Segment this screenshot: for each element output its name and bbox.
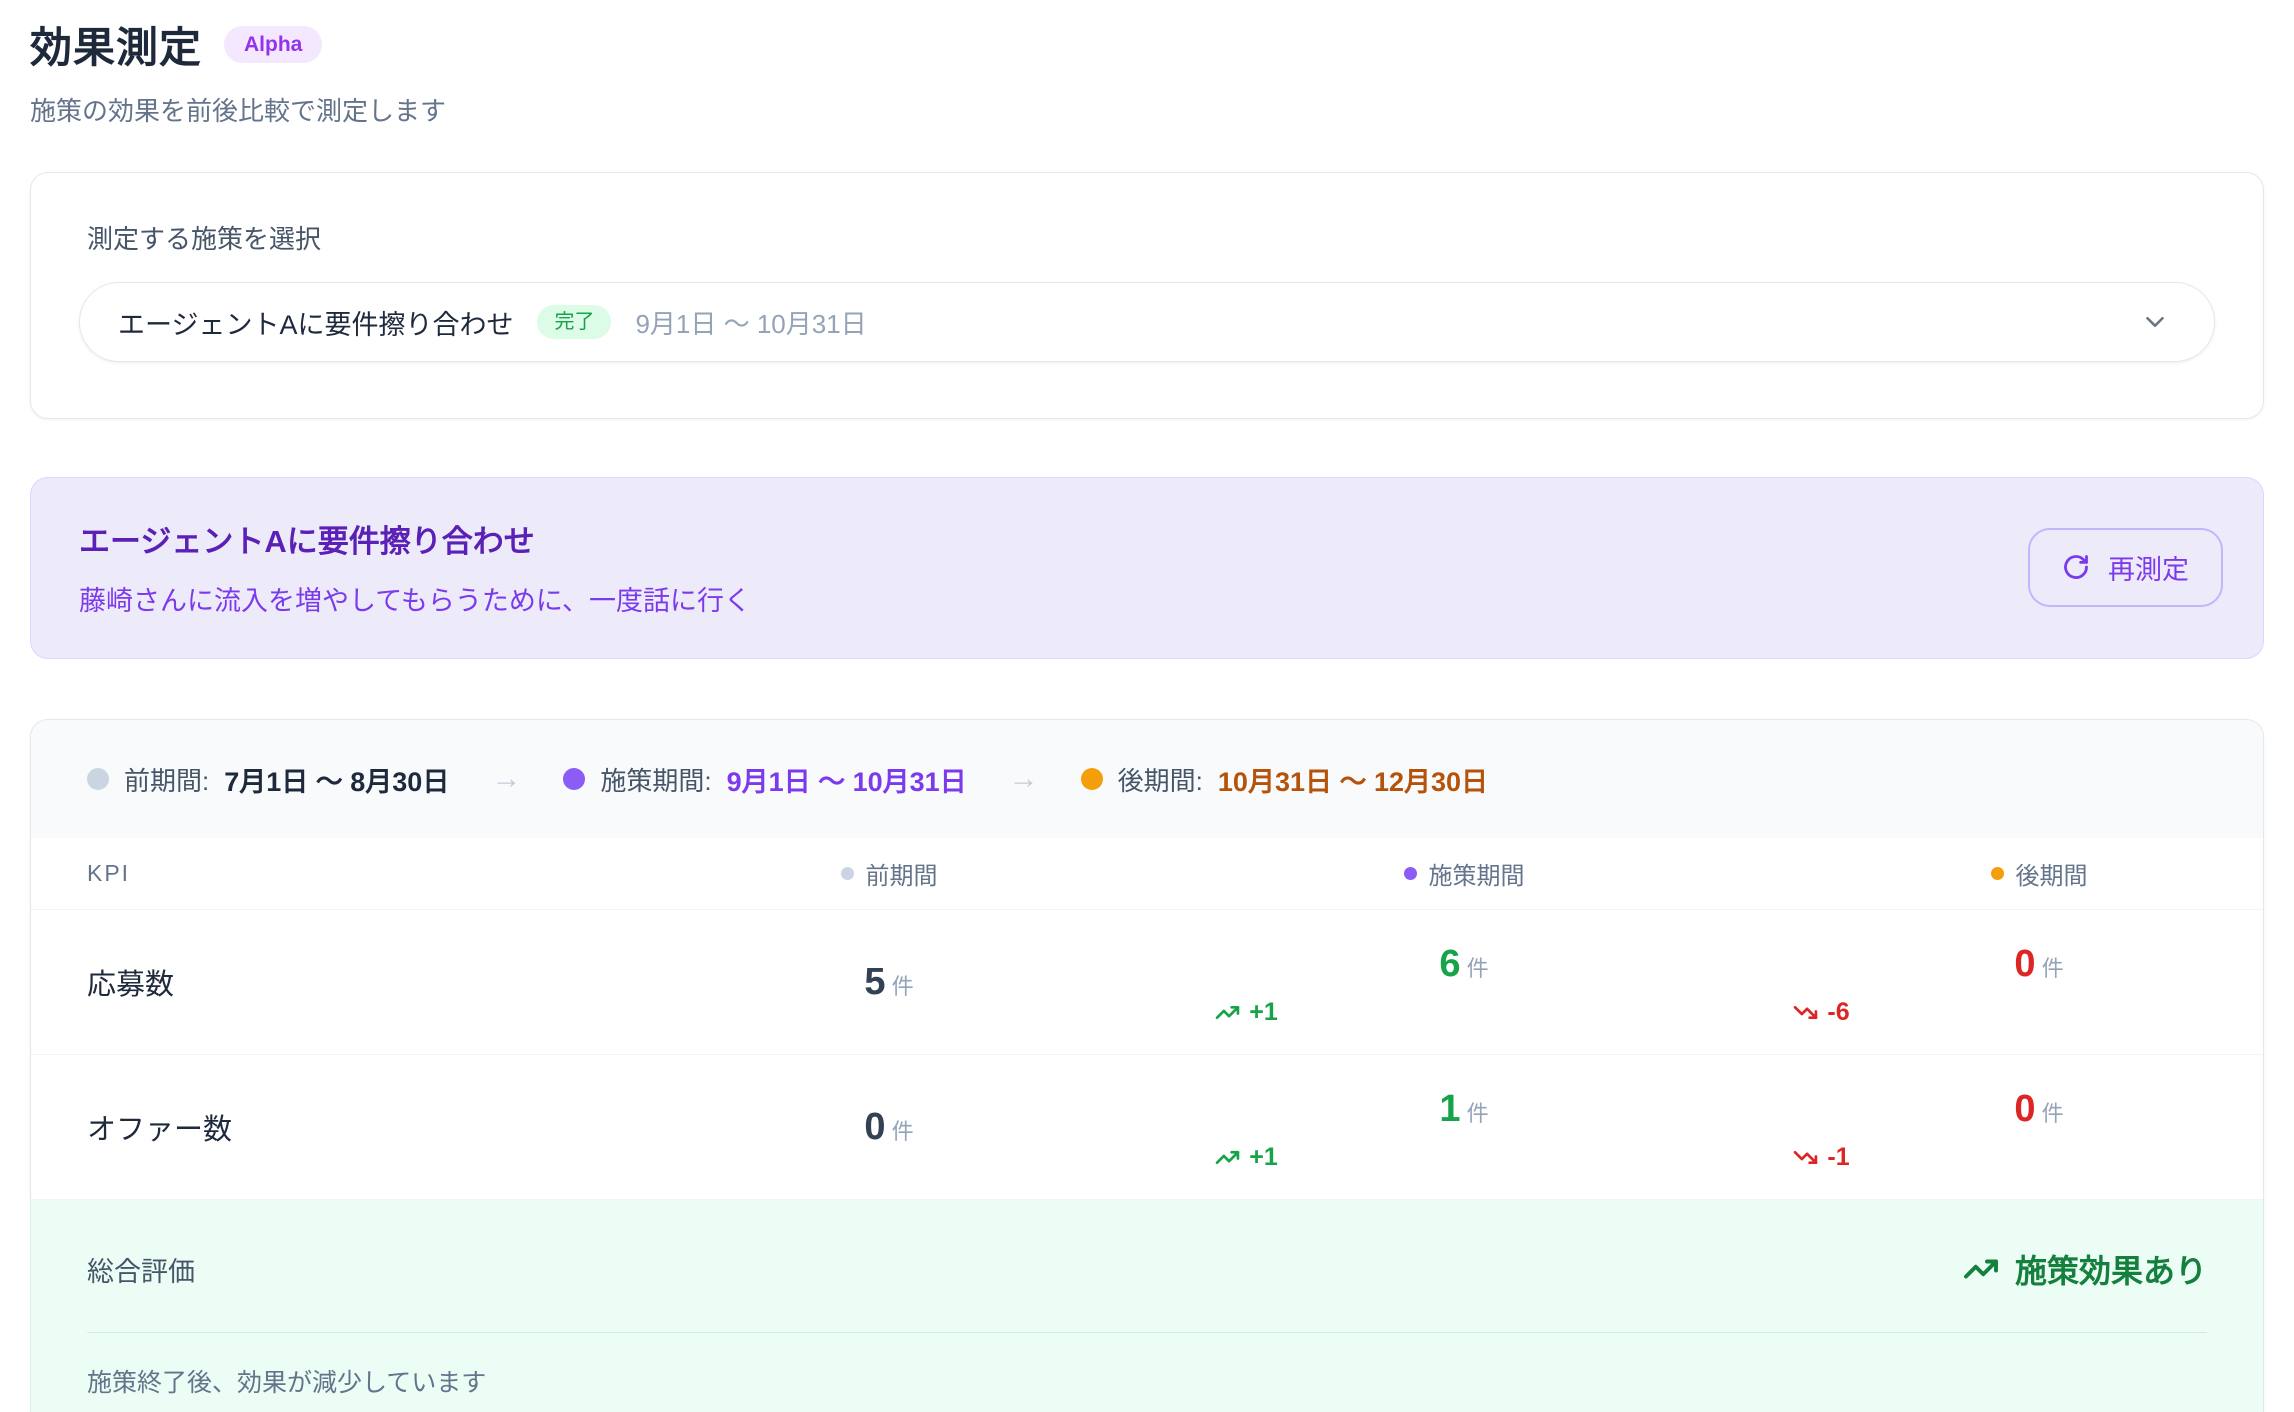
page-subtitle: 施策の効果を前後比較で測定します [30,96,447,126]
page-title: 効果測定 [30,24,203,71]
during-period-dot-icon [1403,867,1417,880]
post-column-header: 後期間 [1939,856,2139,891]
pre-value: 0 件 [864,1105,914,1148]
pre-period-dot-icon [840,867,854,880]
delta-pre-to-during: +1 [1059,998,1434,1027]
summary-divider [87,1332,2207,1333]
kpi-column-header: KPI [87,860,131,886]
selected-policy-card: エージェントAに要件擦り合わせ 藤崎さんに流入を増やしてもらうために、一度話に行… [30,477,2264,659]
summary-note: 施策終了後、効果が減少しています [87,1369,487,1397]
policy-select[interactable]: エージェントAに要件擦り合わせ 完了 9月1日 〜 10月31日 [79,282,2215,362]
post-period-dot-icon [1990,867,2004,880]
table-row: オファー数 0 件 +1 1 件 -1 0 件 [31,1055,2263,1200]
pre-period-range: 7月1日 〜 8月30日 [224,766,450,797]
post-period-label: 後期間: [1117,765,1203,796]
period-bar: 前期間: 7月1日 〜 8月30日 → 施策期間: 9月1日 〜 10月31日 … [31,720,2263,838]
selected-policy-name: エージェントAに要件擦り合わせ [118,309,514,340]
during-period-dot-icon [563,768,586,790]
delta-during-to-post: -1 [1634,1143,2009,1172]
period-post: 後期間: 10月31日 〜 12月30日 [1080,760,1489,799]
pre-period-label: 前期間: [124,765,210,796]
pre-column-header: 前期間 [789,856,989,891]
during-column-header: 施策期間 [1364,856,1564,891]
pre-value: 5 件 [864,960,914,1003]
trending-up-icon [1215,1005,1240,1019]
post-value: 0 件 [2014,942,2064,985]
refresh-icon [2064,555,2088,579]
kpi-name: オファー数 [87,1114,233,1146]
trending-down-icon [1794,1005,1818,1019]
policy-title: エージェントAに要件擦り合わせ [79,524,535,559]
chevron-down-icon [2146,317,2164,327]
period-pre: 前期間: 7月1日 〜 8月30日 [87,760,449,799]
post-period-dot-icon [1080,768,1103,790]
alpha-badge: Alpha [224,26,323,63]
policy-description: 藤崎さんに流入を増やしてもらうために、一度話に行く [79,586,752,616]
period-during: 施策期間: 9月1日 〜 10月31日 [563,760,967,799]
during-value: 1 件 [1439,1087,1489,1130]
table-row: 応募数 5 件 +1 6 件 -6 0 件 [31,910,2263,1055]
policy-info: エージェントAに要件擦り合わせ 藤崎さんに流入を増やしてもらうために、一度話に行… [79,516,751,618]
page-header: 効果測定 Alpha 施策の効果を前後比較で測定します [30,14,2264,128]
measurement-result-card: 前期間: 7月1日 〜 8月30日 → 施策期間: 9月1日 〜 10月31日 … [30,719,2264,1412]
kpi-table-header: KPI 前期間 施策期間 後期間 [31,838,2263,910]
overall-evaluation-section: 総合評価 施策効果あり 施策終了後、効果が減少しています [31,1200,2263,1412]
during-value: 6 件 [1439,942,1489,985]
status-badge: 完了 [537,305,612,339]
post-value: 0 件 [2014,1087,2064,1130]
post-period-range: 10月31日 〜 12月30日 [1217,766,1489,797]
remeasure-button[interactable]: 再測定 [2028,527,2223,607]
arrow-right-icon: → [1008,762,1039,795]
delta-during-to-post: -6 [1634,998,2009,1027]
summary-label: 総合評価 [87,1256,195,1287]
arrow-right-icon: → [491,762,522,795]
delta-pre-to-during: +1 [1059,1143,1434,1172]
measure-target-card: 測定する施策を選択 エージェントAに要件擦り合わせ 完了 9月1日 〜 10月3… [30,172,2264,419]
trending-down-icon [1794,1150,1818,1164]
summary-result: 施策効果あり [1963,1246,2207,1292]
select-label: 測定する施策を選択 [87,224,322,254]
during-period-label: 施策期間: [600,765,712,796]
kpi-name: 応募数 [87,969,175,1001]
trending-up-icon [1964,1259,1998,1279]
during-period-range: 9月1日 〜 10月31日 [726,766,967,797]
pre-period-dot-icon [87,768,109,790]
remeasure-label: 再測定 [2108,554,2189,585]
trending-up-icon [1215,1150,1240,1164]
selected-policy-range: 9月1日 〜 10月31日 [635,308,867,339]
